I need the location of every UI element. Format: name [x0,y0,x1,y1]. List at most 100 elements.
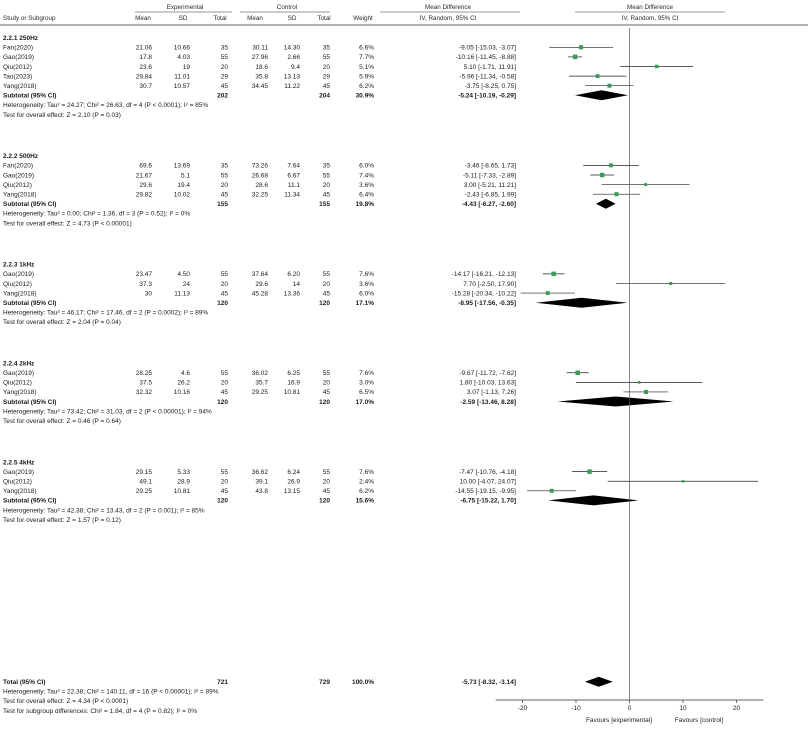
cell-e-sd: 28.9 [177,479,190,486]
cell-e-n: 55 [221,469,229,476]
total-label: Total (95% CI) [3,679,46,686]
effect-square [572,54,578,60]
subtotal-exp-total: 120 [217,300,228,307]
header-exp-total: Total [213,15,226,22]
table-header: Experimental Control Mean Difference Mea… [0,4,808,26]
cell-e-n: 29 [221,73,229,80]
cell-e-mean: 23.6 [139,64,152,71]
cell-ci: 3.00 [-5.21, 11.21] [464,182,516,189]
total-stat-line: Test for subgroup differences: Chi² = 1.… [3,708,197,715]
axis-tick-label: 0 [628,705,632,712]
effect-square [637,381,641,384]
cell-ci: 7.70 [-2.50, 17.90] [463,281,516,288]
cell-e-mean: 29.25 [136,488,153,495]
cell-e-sd: 13.69 [174,163,191,170]
cell-e-mean: 29.15 [136,469,153,476]
overall-effect-text: Test for overall effect: Z = 4.73 (P < 0… [3,220,132,227]
header-md-title-left: Mean Difference [425,4,472,11]
header-weight: Weight [353,15,373,22]
subtotal-ctl-total: 204 [319,93,330,100]
study-name: Qiu(2012) [3,281,32,288]
x-axis: Favours [experimental] Favours [control]… [495,699,764,724]
overall-effect-text: Test for overall effect: Z = 2.04 (P = 0… [3,319,121,326]
cell-e-mean: 23.47 [136,271,153,278]
cell-e-mean: 37.5 [139,380,152,387]
cell-e-sd: 4.03 [177,54,190,61]
subtotal-exp-total: 120 [217,399,228,406]
cell-c-mean: 32.25 [252,191,269,198]
subtotal-ci: -6.75 [-15.22, 1.70] [460,498,516,505]
effect-square [551,271,556,277]
cell-e-n: 20 [221,182,229,189]
cell-c-sd: 10.81 [284,389,301,396]
subtotal-label: Subtotal (95% CI) [3,300,56,307]
study-name: Qiu(2012) [3,64,32,71]
cell-weight: 7.6% [359,370,374,377]
effect-square [545,291,550,295]
cell-e-sd: 11.13 [174,290,190,297]
total-diamond [585,676,613,687]
cell-e-mean: 37.3 [139,281,152,288]
cell-c-sd: 14 [293,281,301,288]
cell-c-n: 20 [323,281,331,288]
cell-c-sd: 6.67 [287,172,300,179]
subtotal-ctl-total: 120 [319,399,330,406]
cell-e-mean: 49.1 [139,479,152,486]
cell-c-n: 45 [323,389,331,396]
cell-c-mean: 29.6 [255,281,268,288]
cell-weight: 3.6% [359,281,374,288]
header-control: Control [277,4,297,11]
cell-c-mean: 37.64 [252,271,269,278]
cell-c-sd: 6.20 [287,271,300,278]
cell-ci: -10.16 [-11.45, -8.88] [456,54,516,61]
cell-e-mean: 32.32 [136,389,153,396]
heterogeneity-text: Heterogeneity: Tau² = 24.27; Chi² = 26.6… [3,102,208,109]
subtotal-diamond [535,297,628,308]
cell-e-mean: 17.8 [139,54,152,61]
total-stat-line: Heterogeneity: Tau² = 22.38; Chi² = 140.… [3,689,219,696]
study-name: Gao(2019) [3,172,34,179]
subgroup-title: 2.2.3 1kHz [3,262,35,269]
cell-weight: 3.0% [359,380,374,387]
effect-square [595,74,600,78]
header-ctl-sd: SD [288,15,297,22]
cell-e-n: 45 [221,83,229,90]
cell-e-n: 45 [221,290,229,297]
cell-weight: 6.6% [359,45,374,52]
cell-c-mean: 30.11 [252,45,268,52]
subtotal-exp-total: 120 [217,498,228,505]
study-name: Qiu(2012) [3,182,32,189]
cell-ci: -14.55 [-19.15, -9.95] [455,488,516,495]
axis-tick-label: 20 [733,705,741,712]
cell-c-sd: 11.22 [284,83,300,90]
cell-c-n: 55 [323,271,331,278]
subtotal-exp-total: 202 [217,93,228,100]
favours-control-label: Favours [control] [675,717,724,724]
cell-c-n: 35 [323,163,331,170]
cell-c-sd: 6.24 [287,469,300,476]
cell-weight: 5.1% [359,64,374,71]
cell-e-n: 20 [221,64,229,71]
subtotal-ci: -2.59 [-13.46, 8.28] [460,399,516,406]
subgroup-title: 2.2.4 2kHz [3,360,35,367]
cell-e-sd: 19.4 [177,182,190,189]
effect-square [644,183,648,187]
axis-tick-label: -10 [571,705,581,712]
cell-e-n: 35 [221,45,229,52]
cell-c-mean: 39.1 [255,479,268,486]
effect-square [549,488,554,493]
study-name: Yang(2018) [3,191,37,198]
cell-c-n: 20 [323,380,331,387]
cell-c-mean: 27.96 [252,54,269,61]
cell-e-mean: 29.82 [136,191,153,198]
cell-c-sd: 7.64 [287,163,300,170]
effect-square [579,45,584,50]
overall-effect-text: Test for overall effect: Z = 1.57 (P = 0… [3,517,121,524]
subtotal-ci: -5.24 [-10.19, -0.29] [458,93,516,100]
effect-square [669,282,673,285]
cell-c-mean: 36.02 [252,370,269,377]
cell-c-n: 55 [323,172,331,179]
cell-e-mean: 30 [145,290,153,297]
effect-square [587,469,592,474]
